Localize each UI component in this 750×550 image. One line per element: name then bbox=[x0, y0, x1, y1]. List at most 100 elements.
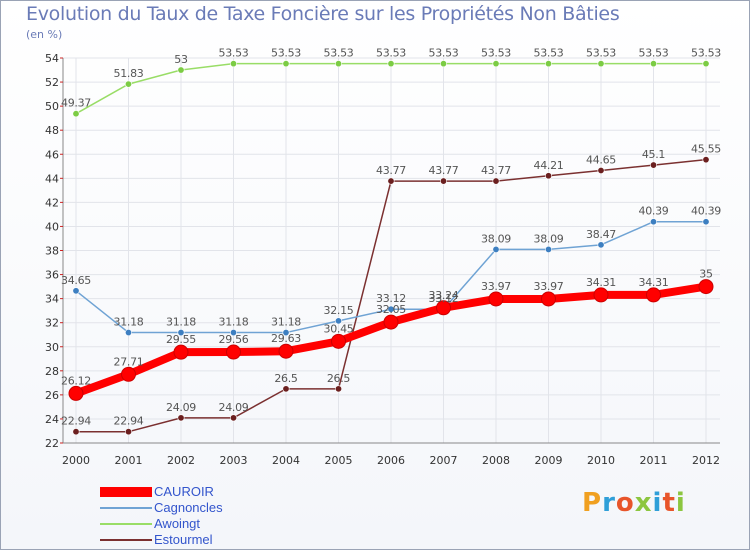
data-point-cagnoncles bbox=[125, 329, 133, 337]
data-point-estourmel bbox=[72, 428, 80, 436]
y-tick-label: 46 bbox=[45, 148, 59, 161]
y-tick-label: 26 bbox=[45, 389, 59, 402]
data-point-cagnoncles bbox=[230, 329, 238, 337]
data-label-awoingt: 53.53 bbox=[586, 47, 616, 60]
data-point-cauroir bbox=[488, 291, 504, 307]
chart-title: Evolution du Taux de Taxe Foncière sur l… bbox=[26, 3, 620, 25]
data-label-awoingt: 53.53 bbox=[271, 47, 301, 60]
logo-letter: x bbox=[634, 488, 653, 518]
legend-swatch-cagnoncles bbox=[100, 507, 152, 509]
y-tick-label: 44 bbox=[45, 172, 59, 185]
data-point-cauroir bbox=[646, 287, 661, 303]
logo-letter: r bbox=[602, 488, 616, 518]
data-point-cauroir bbox=[436, 300, 451, 316]
y-tick-label: 38 bbox=[45, 245, 59, 258]
logo-letter: t bbox=[662, 488, 676, 518]
data-point-estourmel bbox=[702, 156, 710, 164]
data-point-cagnoncles bbox=[334, 317, 342, 325]
proxiti-logo: Proxiti bbox=[582, 488, 686, 518]
data-label-estourmel: 43.77 bbox=[429, 164, 459, 177]
data-label-cauroir: 34.31 bbox=[586, 276, 616, 289]
data-label-cauroir: 35 bbox=[699, 268, 713, 281]
data-label-cagnoncles: 31.18 bbox=[166, 316, 196, 329]
legend-label-awoingt: Awoingt bbox=[154, 516, 201, 531]
data-point-estourmel bbox=[492, 177, 500, 185]
data-point-cagnoncles bbox=[387, 305, 395, 313]
y-tick-label: 52 bbox=[45, 76, 59, 89]
logo-letter: i bbox=[675, 488, 686, 518]
data-label-cagnoncles: 33.12 bbox=[429, 292, 459, 305]
data-label-cauroir: 32.05 bbox=[376, 303, 406, 316]
x-tick-label: 2008 bbox=[482, 454, 510, 467]
legend-swatch-cauroir bbox=[100, 487, 152, 497]
x-tick-label: 2010 bbox=[587, 454, 615, 467]
data-point-cauroir bbox=[541, 291, 556, 307]
data-point-cagnoncles bbox=[649, 218, 657, 226]
legend: CAUROIR Cagnoncles Awoingt Estourmel bbox=[100, 484, 223, 548]
data-point-estourmel bbox=[597, 166, 605, 174]
data-point-cagnoncles bbox=[492, 245, 500, 253]
data-label-cagnoncles: 31.18 bbox=[271, 316, 301, 329]
data-point-awoingt bbox=[282, 60, 290, 68]
data-point-cagnoncles bbox=[597, 241, 605, 249]
data-point-awoingt bbox=[230, 60, 238, 68]
data-label-cagnoncles: 40.39 bbox=[639, 205, 669, 218]
data-point-cauroir bbox=[698, 279, 714, 295]
data-point-cauroir bbox=[68, 385, 84, 401]
x-tick-label: 2005 bbox=[325, 454, 353, 467]
data-point-cagnoncles bbox=[72, 287, 80, 295]
data-label-estourmel: 24.09 bbox=[219, 401, 249, 414]
data-label-awoingt: 53 bbox=[174, 53, 188, 66]
legend-item-awoingt: Awoingt bbox=[100, 516, 223, 532]
x-tick-label: 2000 bbox=[62, 454, 90, 467]
data-point-estourmel bbox=[177, 414, 185, 422]
y-tick-label: 36 bbox=[45, 269, 59, 282]
data-point-estourmel bbox=[439, 177, 447, 185]
data-point-cagnoncles bbox=[282, 329, 290, 337]
data-label-cauroir: 33.97 bbox=[534, 280, 564, 293]
data-label-awoingt: 51.83 bbox=[114, 67, 144, 80]
data-label-cauroir: 29.55 bbox=[166, 333, 196, 346]
data-point-estourmel bbox=[544, 172, 552, 180]
data-label-awoingt: 53.53 bbox=[639, 47, 669, 60]
x-tick-label: 2004 bbox=[272, 454, 300, 467]
data-label-estourmel: 22.94 bbox=[114, 415, 144, 428]
data-label-estourmel: 44.65 bbox=[586, 153, 616, 166]
y-tick-label: 40 bbox=[45, 220, 59, 233]
data-point-cagnoncles bbox=[544, 245, 552, 253]
data-label-cagnoncles: 38.09 bbox=[534, 232, 564, 245]
legend-label-cagnoncles: Cagnoncles bbox=[154, 500, 223, 515]
data-label-estourmel: 43.77 bbox=[376, 164, 406, 177]
y-tick-label: 54 bbox=[45, 52, 59, 65]
x-tick-label: 2002 bbox=[167, 454, 195, 467]
data-label-estourmel: 45.1 bbox=[642, 148, 665, 161]
logo-letter: o bbox=[615, 488, 635, 518]
y-tick-label: 28 bbox=[45, 365, 59, 378]
data-point-cauroir bbox=[331, 333, 346, 349]
x-tick-label: 2009 bbox=[535, 454, 563, 467]
data-label-cauroir: 29.56 bbox=[219, 333, 249, 346]
y-tick-label: 32 bbox=[45, 317, 59, 330]
data-label-awoingt: 49.37 bbox=[61, 97, 91, 110]
data-point-cauroir bbox=[383, 314, 399, 330]
x-tick-label: 2007 bbox=[430, 454, 458, 467]
data-label-awoingt: 53.53 bbox=[534, 47, 564, 60]
y-tick-label: 48 bbox=[45, 124, 59, 137]
y-axis-unit: (en %) bbox=[26, 28, 63, 41]
data-label-cauroir: 30.45 bbox=[324, 322, 354, 335]
data-point-awoingt bbox=[387, 60, 395, 68]
data-point-cauroir bbox=[278, 343, 294, 359]
legend-label-cauroir: CAUROIR bbox=[154, 484, 214, 499]
data-label-awoingt: 53.53 bbox=[429, 47, 459, 60]
data-point-estourmel bbox=[334, 385, 342, 393]
data-point-cauroir bbox=[173, 344, 189, 360]
data-point-estourmel bbox=[282, 385, 290, 393]
x-tick-label: 2012 bbox=[692, 454, 720, 467]
data-point-estourmel bbox=[387, 177, 395, 185]
legend-item-cagnoncles: Cagnoncles bbox=[100, 500, 223, 516]
y-tick-label: 24 bbox=[45, 413, 59, 426]
data-point-awoingt bbox=[439, 60, 447, 68]
data-point-estourmel bbox=[125, 428, 133, 436]
data-label-cauroir: 33.97 bbox=[481, 280, 511, 293]
data-point-awoingt bbox=[72, 110, 80, 118]
